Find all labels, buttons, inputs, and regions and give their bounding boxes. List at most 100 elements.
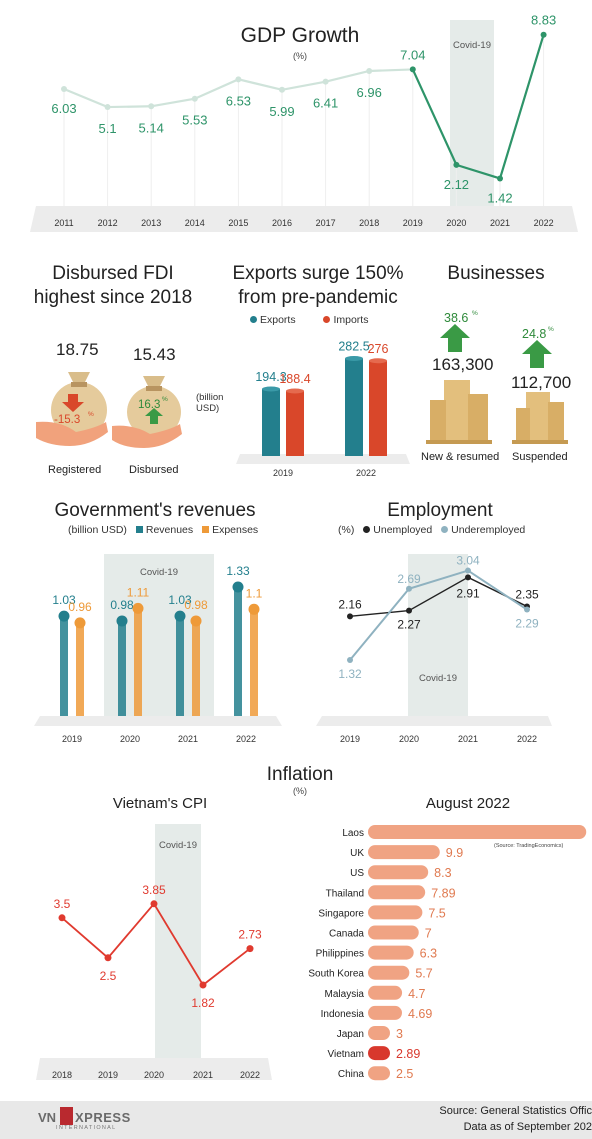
gdp-data-label: 2.12 <box>444 177 469 192</box>
employment-point <box>406 607 412 614</box>
august-data-label: 6.3 <box>420 947 437 961</box>
august-category-label: Indonesia <box>321 1009 365 1020</box>
revenues-bar-cap <box>58 610 70 622</box>
cpi-x-tick: 2022 <box>240 1070 260 1080</box>
logo-international: INTERNATIONAL <box>56 1125 117 1131</box>
hand-icon <box>112 424 182 448</box>
gdp-point <box>148 103 155 110</box>
august-category-label: Canada <box>329 929 364 940</box>
exports-bar <box>286 391 304 456</box>
biz-new-pct: % <box>472 310 478 317</box>
revenues-x-tick: 2021 <box>178 734 198 744</box>
august-category-label: US <box>350 868 364 879</box>
employment-floor <box>316 716 552 726</box>
exports-bar <box>345 358 363 456</box>
revenues-x-tick: 2022 <box>236 734 256 744</box>
gdp-x-tick: 2014 <box>185 218 205 228</box>
employment-data-label: 2.69 <box>397 572 421 586</box>
august-category-label: UK <box>350 848 364 859</box>
exports-x-tick: 2019 <box>273 468 293 478</box>
legend-label: Underemployed <box>451 524 526 536</box>
legend-swatch <box>441 526 449 533</box>
revenues-bar <box>134 608 142 716</box>
employment-chart: Covid-19 2.16 2.27 2.91 2.35 1.32 2.69 3.04 2.2… <box>316 554 552 744</box>
inflation-unit: (%) <box>293 786 307 796</box>
employment-x-tick: 2021 <box>458 734 478 744</box>
august-data-label: 7.5 <box>428 906 445 920</box>
exports-x-tick: 2022 <box>356 468 376 478</box>
revenues-bar <box>234 586 242 716</box>
cpi-x-tick: 2018 <box>52 1070 72 1080</box>
august-data-label: 7 <box>425 927 432 941</box>
revenues-data-label: 0.98 <box>110 598 134 612</box>
exports-title-line2: from pre-pandemic <box>238 287 398 308</box>
revenues-data-label: 1.33 <box>226 564 250 578</box>
revenues-chart: Covid-19 1.030.9620190.981.1120201.030.9… <box>34 554 282 744</box>
revenues-bar <box>176 616 184 716</box>
gdp-line-post <box>411 34 545 180</box>
cpi-covid-label: Covid-19 <box>159 840 197 851</box>
exports-bar <box>262 388 280 456</box>
gdp-point <box>191 95 198 102</box>
employment-data-label: 2.27 <box>397 618 421 632</box>
august-bar <box>368 1026 390 1040</box>
revenues-x-tick: 2020 <box>120 734 140 744</box>
revenues-bar <box>76 622 84 716</box>
cpi-data-label: 3.85 <box>142 883 166 897</box>
exports-bar-cap <box>286 388 304 394</box>
august-data-label: 9.9 <box>446 846 463 860</box>
gdp-data-label: 5.53 <box>182 113 207 128</box>
footer-source: Source: General Statistics Offic <box>439 1105 592 1117</box>
cpi-data-label: 2.5 <box>100 969 117 983</box>
august-category-label: Vietnam <box>327 1049 364 1060</box>
august-category-label: Singapore <box>318 908 364 919</box>
fdi-title-line1: Disbursed FDI <box>52 263 174 284</box>
logo-e-icon <box>60 1107 73 1125</box>
august-category-label: China <box>338 1069 365 1080</box>
legend-swatch <box>323 316 331 323</box>
cpi-floor <box>36 1058 272 1080</box>
august-data-label: 4.69 <box>408 1007 432 1021</box>
legend-label: Expenses <box>212 524 259 536</box>
cpi-point <box>246 945 254 953</box>
august-chart: (Source: TradingEconomics) Laos30.1UK9.9… <box>308 825 587 1081</box>
vnexpress-logo: VN XPRESS INTERNATIONAL <box>38 1107 138 1133</box>
revenues-bar <box>118 620 126 716</box>
gdp-x-tick: 2016 <box>272 218 292 228</box>
fdi-disbursed-label: Disbursed <box>129 464 179 476</box>
exports-data-label: 188.4 <box>279 372 310 386</box>
august-bar <box>368 905 423 920</box>
gdp-chart: Covid-19 6.03 2011 5.1 2012 5.14 2013 5.53 2014… <box>30 13 578 232</box>
revenues-bar <box>250 609 258 716</box>
august-category-label: Thailand <box>326 888 364 899</box>
gdp-point <box>104 104 111 111</box>
cpi-data-label: 3.5 <box>54 897 71 911</box>
august-category-label: Japan <box>337 1029 364 1040</box>
august-category-label: South Korea <box>308 969 364 980</box>
employment-data-label: 2.91 <box>456 586 480 600</box>
cpi-x-tick: 2021 <box>193 1070 213 1080</box>
fdi-title-line2: highest since 2018 <box>33 287 193 308</box>
august-data-label: 5.7 <box>415 967 432 981</box>
legend-label: Imports <box>333 314 369 326</box>
employment-data-label: 2.35 <box>515 587 539 601</box>
gdp-unit: (%) <box>293 51 307 61</box>
august-bar <box>368 965 410 980</box>
august-source-note: (Source: TradingEconomics) <box>494 843 564 849</box>
employment-x-tick: 2022 <box>517 734 537 744</box>
arrow-up-icon <box>440 324 470 352</box>
arrow-up-icon <box>522 340 552 368</box>
gdp-x-tick: 2022 <box>534 218 554 228</box>
exports-data-label: 282.5 <box>338 340 369 354</box>
cpi-title: Vietnam's CPI <box>112 795 208 812</box>
logo-vn: VN <box>38 1110 57 1125</box>
gdp-x-tick: 2017 <box>316 218 336 228</box>
fdi-disbursed-value: 15.43 <box>133 345 176 364</box>
legend-label: Exports <box>260 314 296 326</box>
revenues-bar-cap <box>248 603 260 615</box>
arrow-down-icon <box>62 394 84 412</box>
footer: VN XPRESS INTERNATIONAL Source: General … <box>0 1101 592 1139</box>
gdp-point <box>61 86 67 93</box>
gdp-x-tick: 2012 <box>98 218 118 228</box>
gdp-x-tick: 2011 <box>54 218 73 228</box>
